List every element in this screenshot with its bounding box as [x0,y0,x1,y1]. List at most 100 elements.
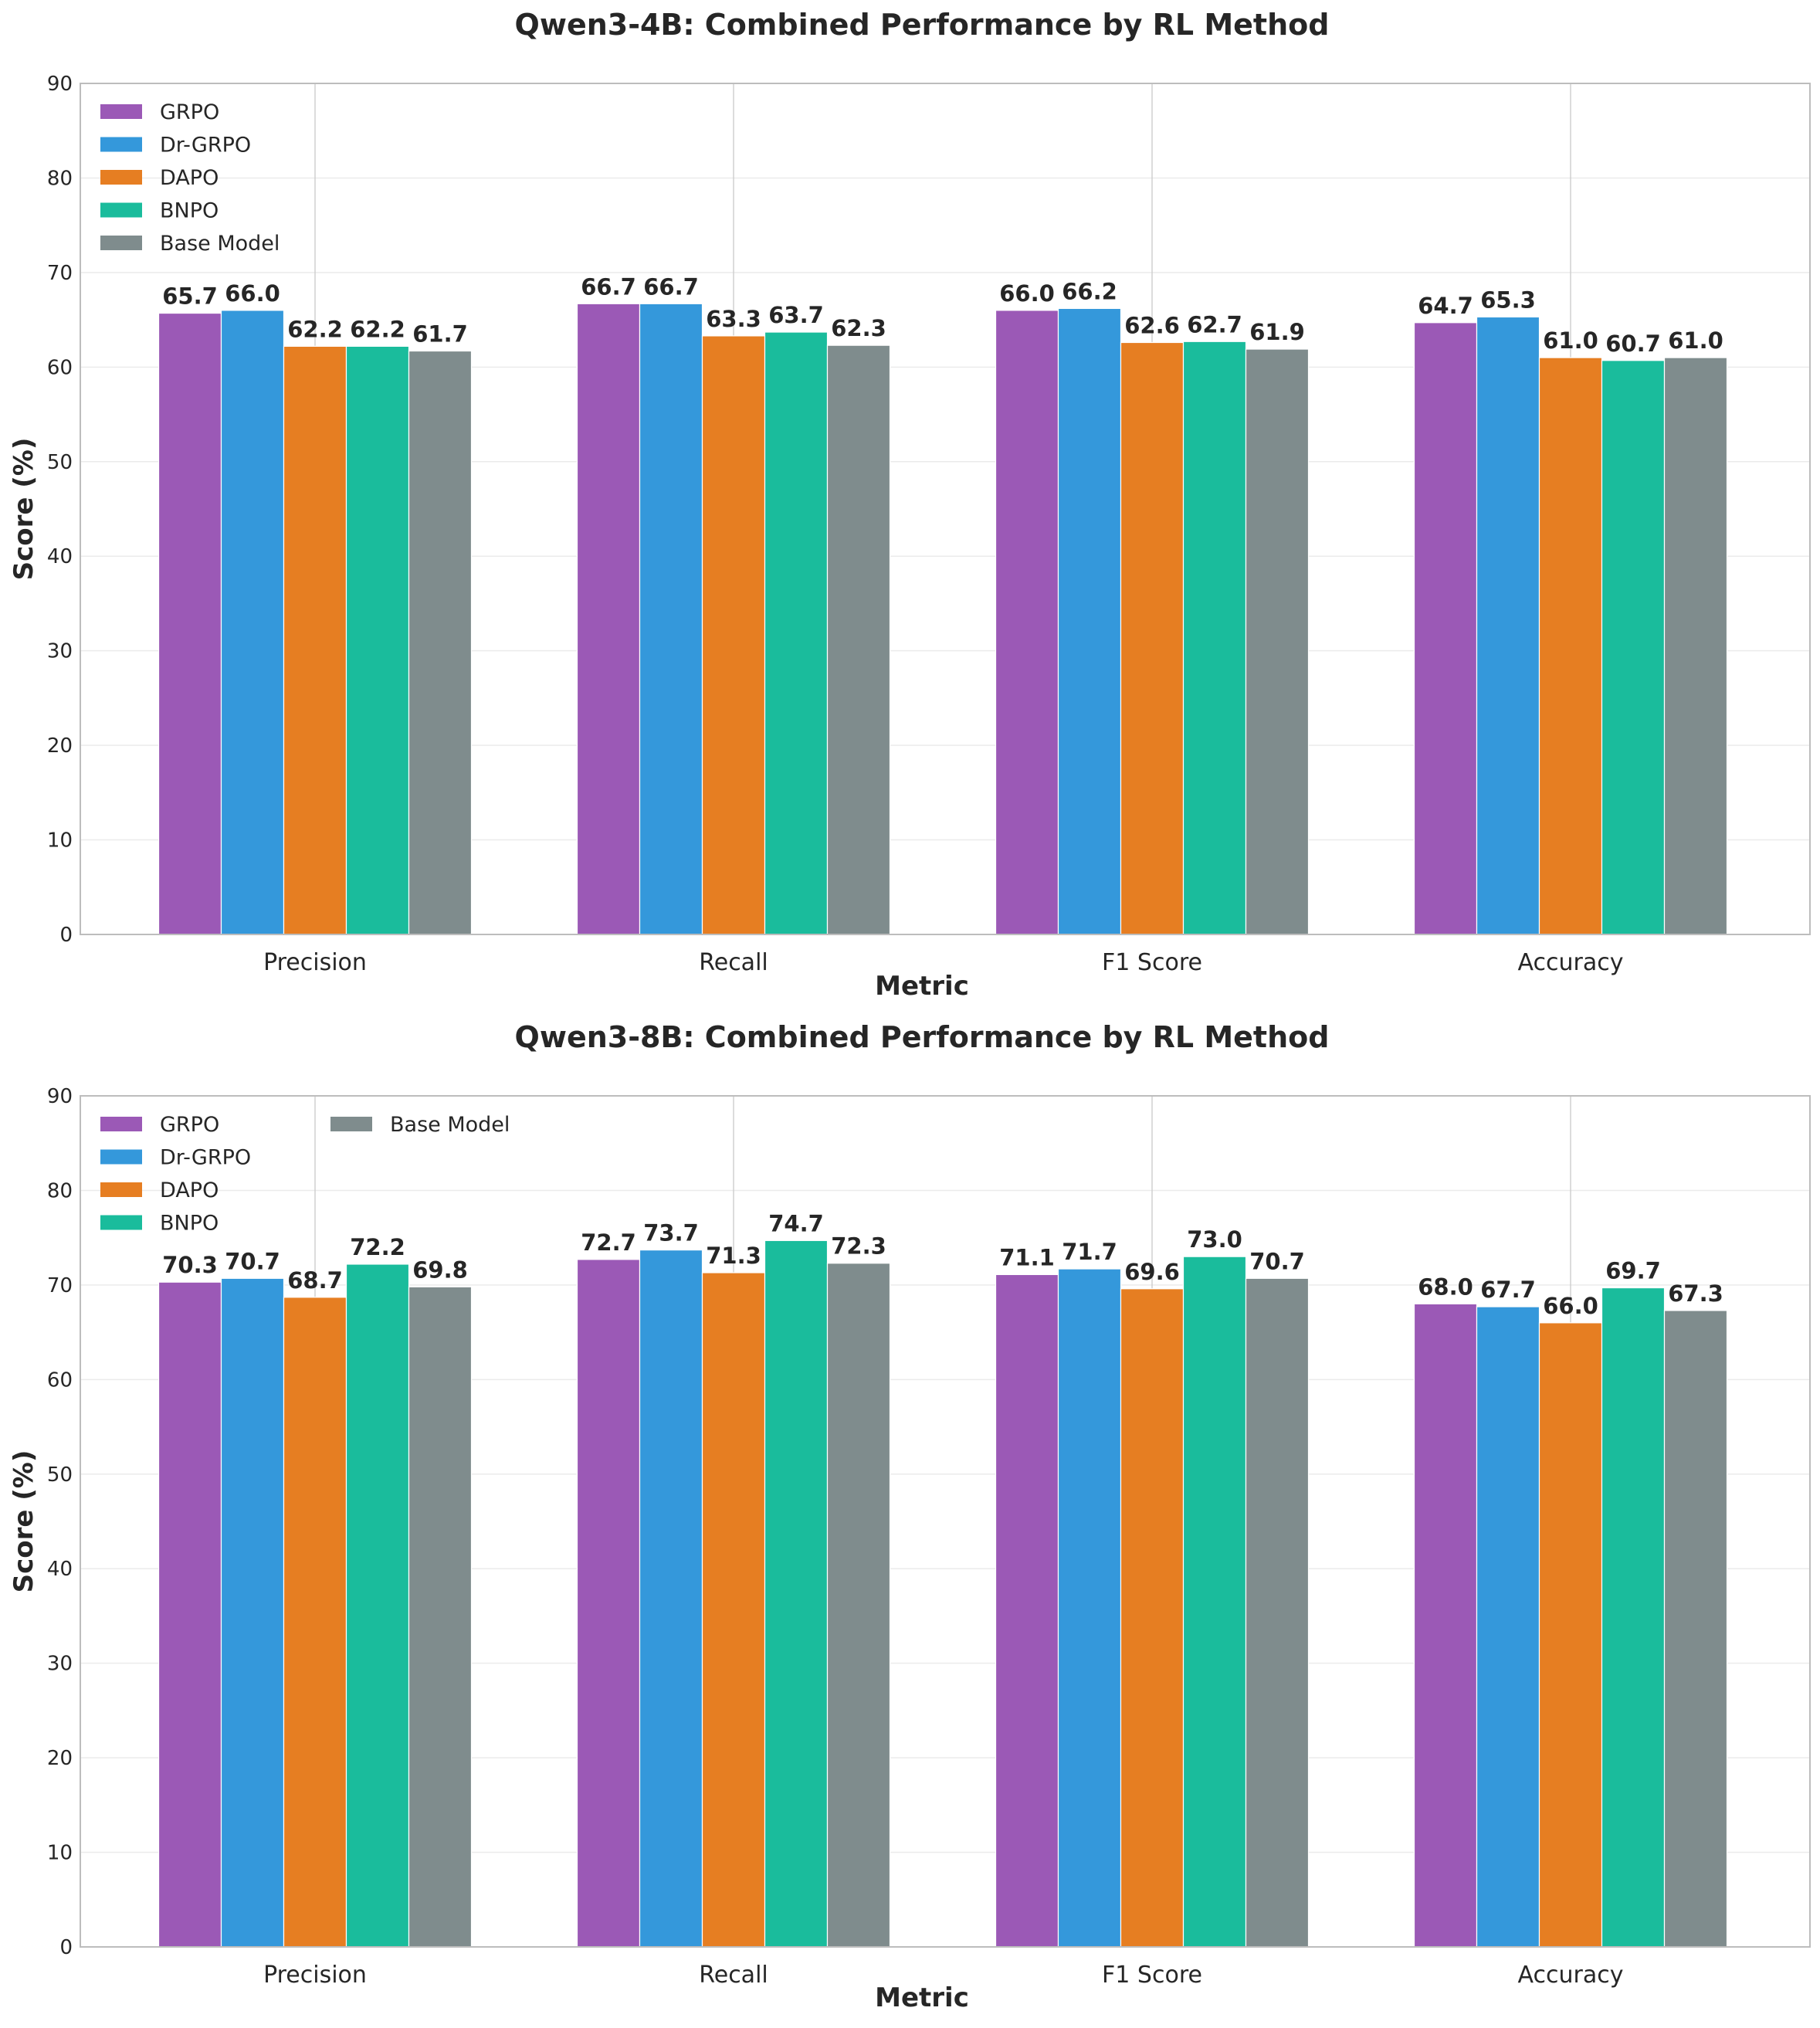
y-tick-label: 60 [47,356,73,379]
bar-value-label: 61.0 [1543,327,1598,354]
bar-value-label: 67.3 [1668,1280,1723,1307]
bar-value-label: 63.7 [768,302,824,328]
y-tick-label: 90 [47,1085,73,1108]
bar [995,310,1059,935]
bar [764,331,829,935]
bar-value-label: 65.7 [162,283,218,310]
bar [220,1277,285,1948]
bar [701,1272,766,1948]
bar [701,335,766,935]
plot-frame [80,1095,1811,1948]
bar-value-label: 66.0 [225,280,280,307]
bar [1245,348,1310,935]
bar [283,1297,347,1948]
bar [408,350,473,935]
bar [220,310,285,935]
bar-value-label: 66.0 [999,280,1055,307]
bar [1538,1322,1603,1948]
bar [1245,1277,1310,1948]
bar [995,1273,1059,1948]
y-tick-label: 0 [59,924,73,947]
bar [1120,1288,1185,1948]
bar-value-label: 71.1 [999,1244,1055,1270]
bar-value-label: 62.6 [1124,312,1180,338]
y-tick-label: 10 [47,829,73,853]
bar [1413,1303,1478,1948]
legend: GRPO Dr-GRPO DAPO BNPO Base Model [100,100,280,256]
bar-value-label: 72.3 [831,1233,886,1260]
bar [1663,357,1728,935]
legend-swatch [100,1149,142,1165]
y-tick-label: 50 [47,1463,73,1487]
legend-label: DAPO [160,166,219,190]
legend-swatch [100,137,142,152]
legend-label: Dr-GRPO [160,1146,251,1170]
bar [1120,341,1185,935]
legend-label: BNPO [160,199,219,223]
chart-panel-2: 0 10 20 30 40 50 60 70 80 90 70.3 70.7 68.7 72.2 69.8 P… [8,1020,1811,2013]
bar [345,345,410,935]
bar-value-label: 61.0 [1668,327,1723,354]
bar [1538,357,1603,935]
legend-label: DAPO [160,1178,219,1202]
y-tick-label: 0 [59,1936,73,1959]
bar-value-label: 68.0 [1418,1273,1473,1300]
bar [764,1240,829,1948]
bar [408,1286,473,1948]
bar [1476,1306,1540,1948]
bar-value-label: 70.3 [162,1252,218,1278]
y-tick-label: 70 [47,1274,73,1297]
bar-value-label: 68.7 [287,1267,343,1294]
bar-value-label: 69.7 [1605,1258,1661,1284]
bar-value-label: 62.3 [831,315,886,341]
chart-title: Qwen3-4B: Combined Performance by RL Met… [515,8,1330,42]
x-tick-label: F1 Score [1102,949,1202,976]
legend-label: Base Model [390,1113,510,1137]
legend-swatch [100,236,142,250]
bar [158,312,222,935]
y-tick-label: 10 [47,1842,73,1865]
x-axis-label: Metric [875,971,969,1002]
y-tick-label: 30 [47,1653,73,1676]
bar-value-label: 66.7 [643,273,699,300]
bar-value-label: 62.7 [1187,311,1242,337]
legend-label: BNPO [160,1212,219,1236]
bar-value-label: 71.3 [706,1243,761,1269]
legend-swatch [100,1215,142,1230]
x-tick-label: Precision [263,1962,367,1989]
bar-value-label: 66.2 [1062,278,1117,304]
bar [1057,307,1122,935]
bar-value-label: 60.7 [1605,331,1661,357]
legend-swatch [100,1117,142,1131]
bar-value-label: 73.7 [643,1220,699,1246]
y-tick-label: 20 [47,1747,73,1770]
bar [1182,1256,1247,1948]
bar-value-label: 64.7 [1418,293,1473,319]
y-tick-label: 20 [47,734,73,758]
legend-swatch [100,202,142,218]
bar-value-label: 69.6 [1124,1259,1180,1285]
y-tick-label: 50 [47,451,73,474]
bar-value-label: 66.7 [581,273,636,300]
bar [576,1259,641,1948]
chart-title: Qwen3-8B: Combined Performance by RL Met… [515,1020,1330,1054]
bar-value-label: 72.7 [581,1229,636,1256]
bar-value-label: 72.2 [350,1234,405,1260]
bar [1413,322,1478,935]
bar [826,1263,891,1948]
bar [1057,1268,1122,1948]
y-axis-label: Score (%) [8,1450,39,1593]
x-tick-label: Accuracy [1518,1962,1624,1989]
y-tick-label: 60 [47,1368,73,1392]
bar-value-label: 73.0 [1187,1226,1242,1253]
legend-swatch [330,1117,372,1131]
legend-label: Base Model [160,232,280,256]
y-tick-label: 70 [47,262,73,285]
bar [1476,316,1540,935]
legend-label: GRPO [160,100,219,124]
plot-frame [80,83,1811,935]
legend-swatch [100,104,142,119]
legend-label: Dr-GRPO [160,134,251,158]
